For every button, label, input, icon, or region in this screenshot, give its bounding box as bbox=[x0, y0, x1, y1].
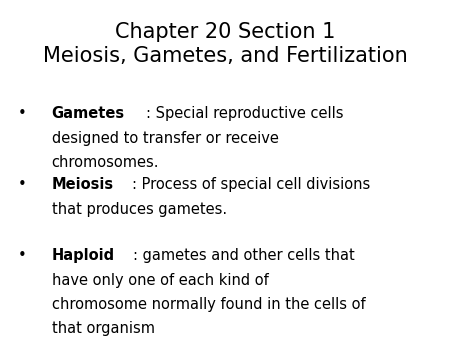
Text: •: • bbox=[18, 248, 27, 263]
Text: Gametes: Gametes bbox=[52, 106, 125, 121]
Text: : Special reproductive cells: : Special reproductive cells bbox=[146, 106, 344, 121]
Text: •: • bbox=[18, 106, 27, 121]
Text: : Process of special cell divisions: : Process of special cell divisions bbox=[132, 177, 370, 192]
Text: : gametes and other cells that: : gametes and other cells that bbox=[133, 248, 355, 263]
Text: Haploid: Haploid bbox=[52, 248, 115, 263]
Text: designed to transfer or receive: designed to transfer or receive bbox=[52, 131, 279, 146]
Text: have only one of each kind of: have only one of each kind of bbox=[52, 273, 269, 288]
Text: Meiosis: Meiosis bbox=[52, 177, 114, 192]
Text: that produces gametes.: that produces gametes. bbox=[52, 202, 227, 217]
Text: chromosome normally found in the cells of: chromosome normally found in the cells o… bbox=[52, 297, 365, 312]
Text: Chapter 20 Section 1
Meiosis, Gametes, and Fertilization: Chapter 20 Section 1 Meiosis, Gametes, a… bbox=[43, 22, 407, 66]
Text: •: • bbox=[18, 177, 27, 192]
Text: chromosomes.: chromosomes. bbox=[52, 155, 159, 170]
Text: that organism: that organism bbox=[52, 321, 155, 336]
